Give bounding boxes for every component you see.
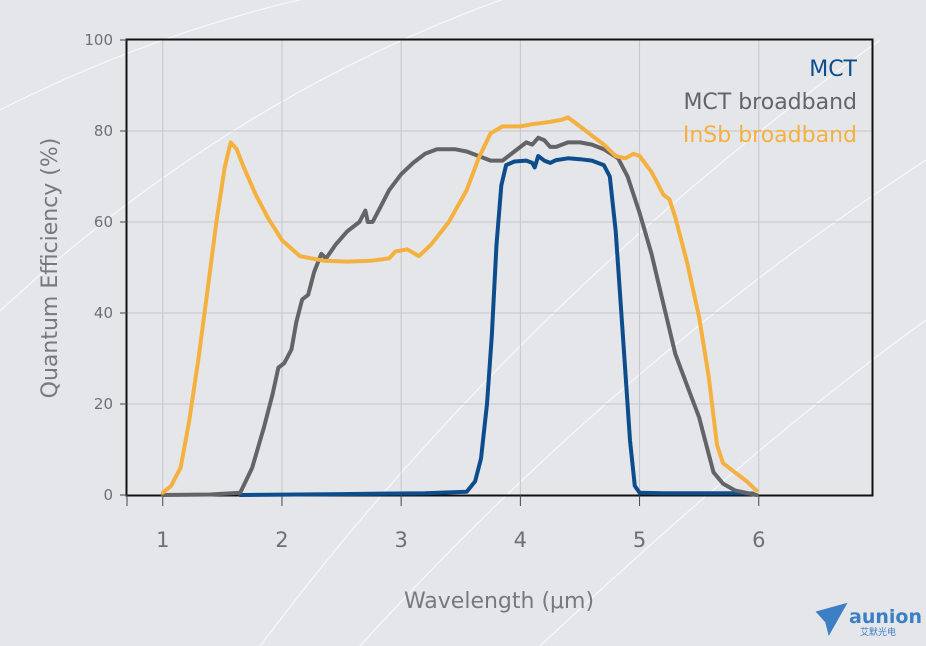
x-tick-label: 4 (514, 528, 527, 552)
y-tick-label: 60 (94, 213, 113, 231)
x-axis-title: Wavelength (μm) (404, 589, 594, 614)
series-line-insb-broadband (160, 115, 759, 495)
axes: 0 20 40 60 80 100 1 2 3 4 5 6 (84, 31, 765, 552)
y-tick-label: 100 (84, 31, 113, 49)
x-tick-label: 6 (752, 528, 765, 552)
logo-name: aunion (849, 606, 922, 628)
series-line-mct (238, 154, 755, 497)
y-axis-title: Quantum Efficiency (%) (38, 138, 63, 399)
y-tick-label: 40 (94, 304, 113, 322)
legend-entry-mct-broadband: MCT broadband (683, 90, 857, 115)
legend: MCT MCT broadband InSb broadband (683, 57, 858, 148)
x-tick-label: 3 (394, 528, 407, 552)
paper-plane-icon (815, 602, 848, 637)
legend-entry-insb-broadband: InSb broadband (683, 123, 857, 148)
series-line-mct-broadband (160, 135, 759, 497)
x-tick-label: 2 (275, 528, 288, 552)
series-group (160, 115, 759, 497)
x-tick-label: 5 (633, 528, 646, 552)
legend-entry-mct: MCT (809, 57, 857, 82)
logo-subtitle: 艾默光电 (860, 626, 896, 638)
x-tick-label: 1 (156, 528, 169, 552)
plot-area-frame (125, 38, 874, 497)
aunion-logo: aunion 艾默光电 (815, 602, 922, 638)
y-tick-label: 0 (103, 486, 113, 504)
y-tick-label: 20 (94, 395, 113, 413)
y-tick-label: 80 (94, 122, 113, 140)
